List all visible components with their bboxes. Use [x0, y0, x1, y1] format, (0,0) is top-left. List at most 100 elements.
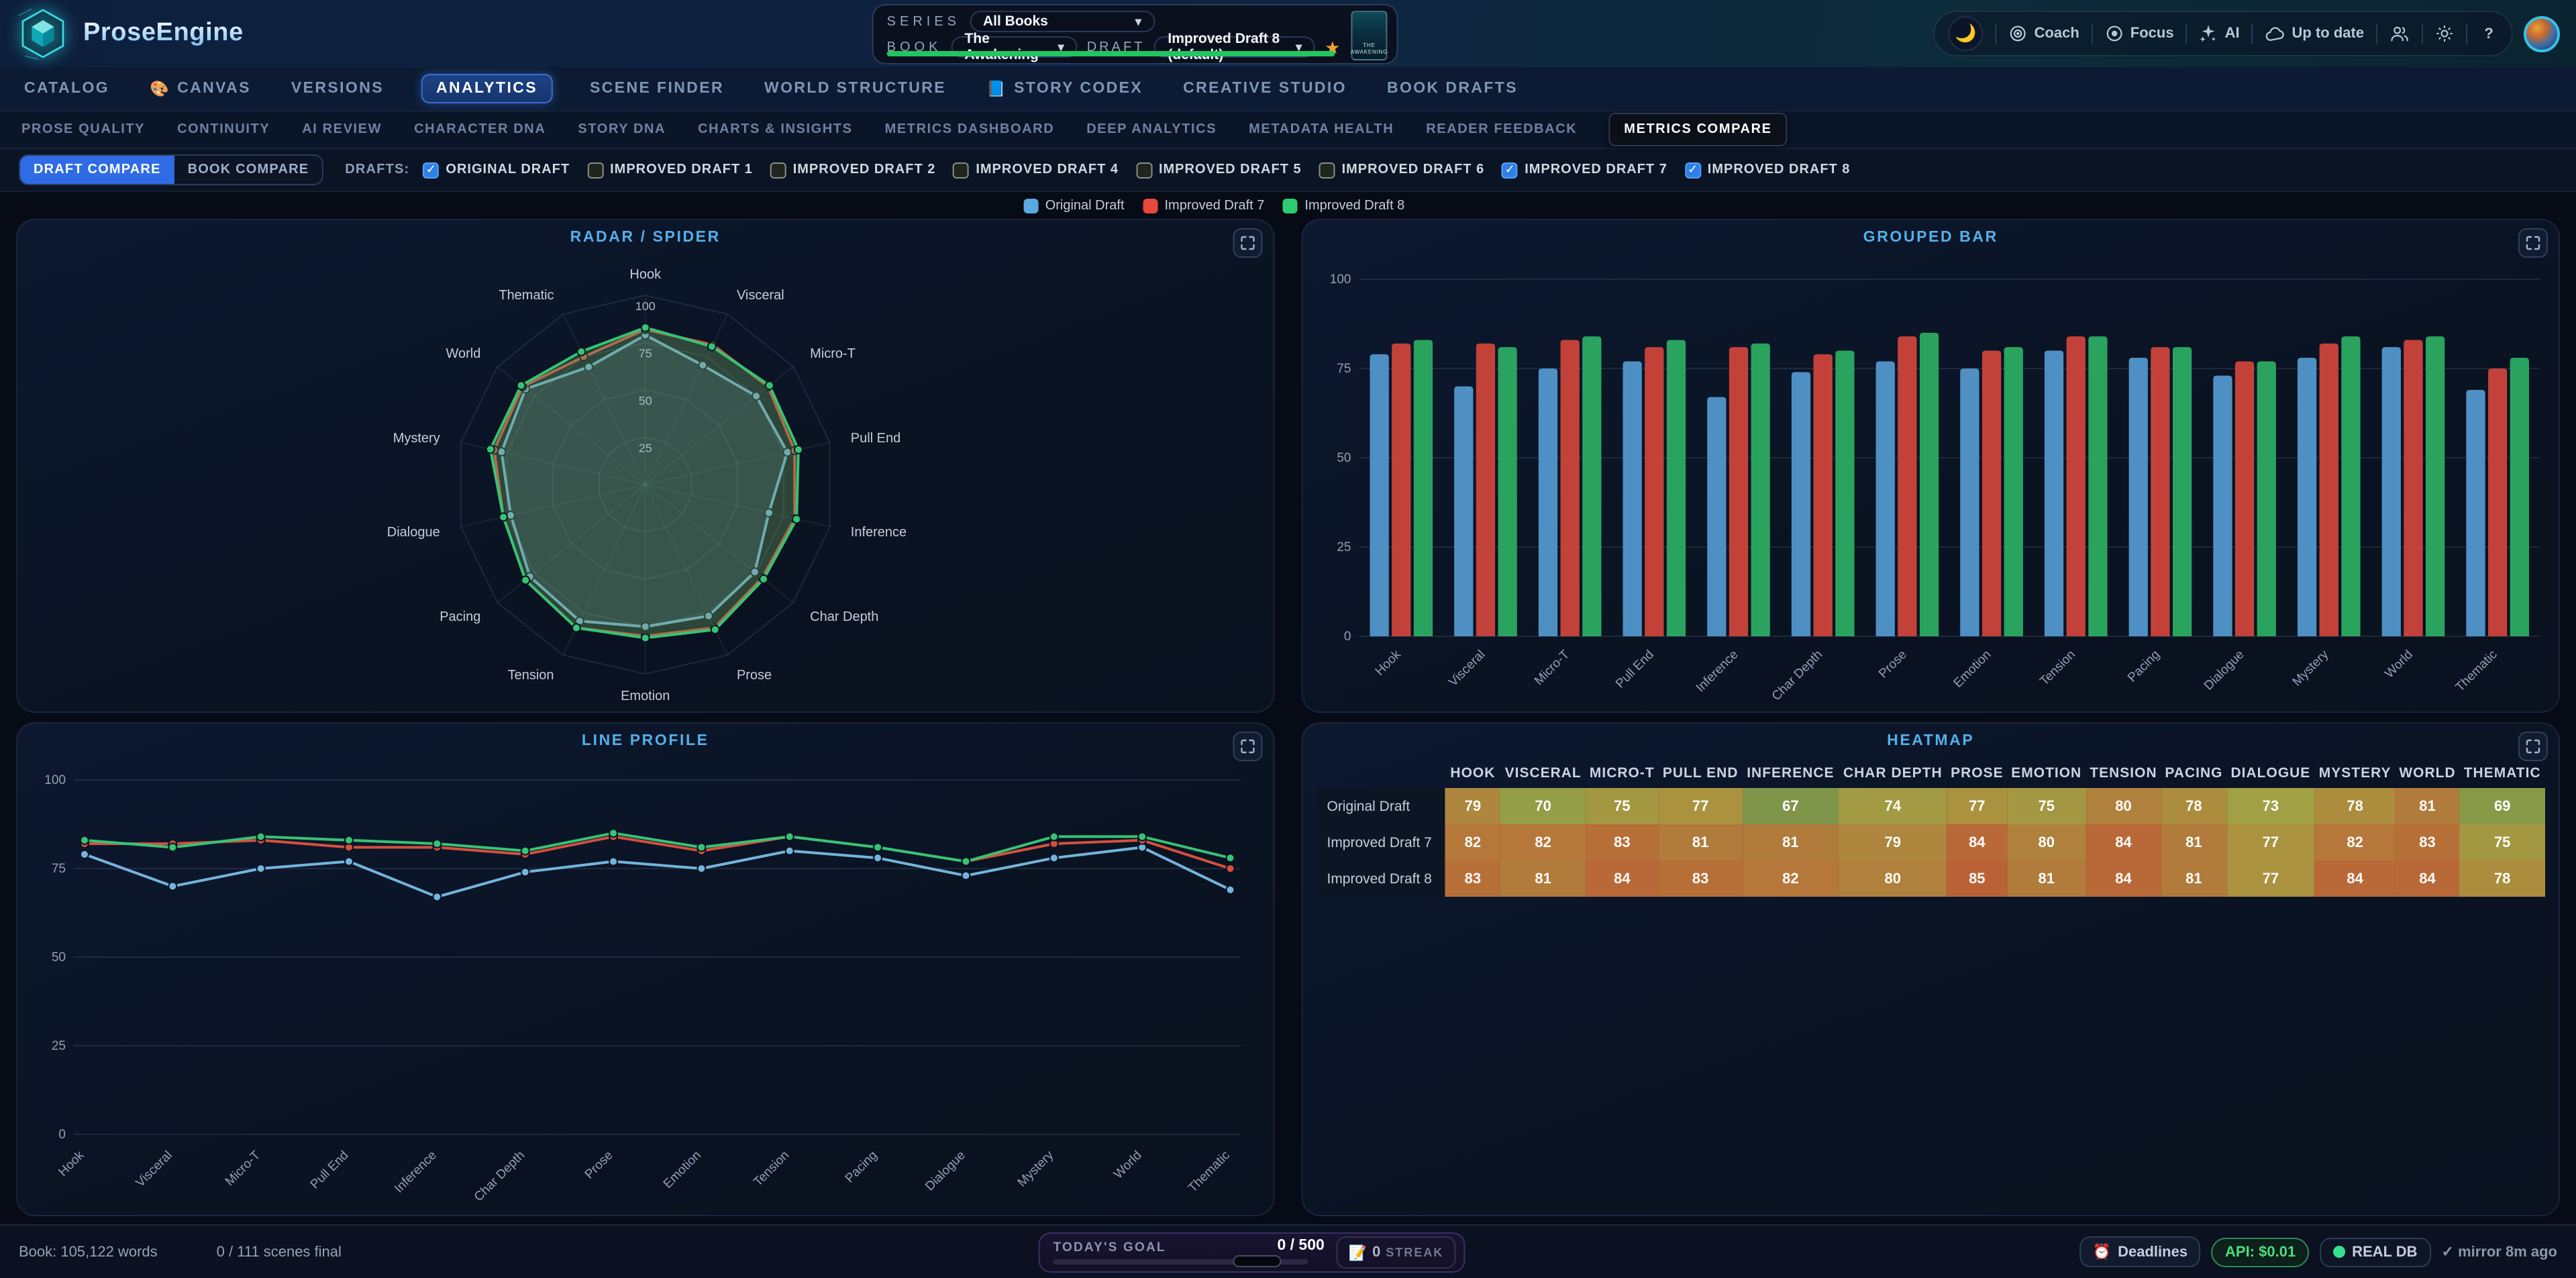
subtab-continuity[interactable]: CONTINUITY	[177, 122, 270, 137]
heatmap-cell: 84	[2314, 861, 2395, 897]
header-action-ai[interactable]: AI	[2200, 24, 2240, 43]
svg-text:Emotion: Emotion	[661, 1148, 704, 1191]
moon-icon[interactable]: 🌙	[1948, 16, 1983, 51]
subtab-ai-review[interactable]: AI REVIEW	[302, 122, 382, 137]
svg-text:Visceral: Visceral	[1446, 648, 1488, 689]
radar-chart: 100 75 50 25 Hook Visceral Micro-T Pull End Infe…	[25, 258, 1266, 706]
draft-checkbox-original-draft[interactable]: ✓ ORIGINAL DRAFT	[423, 162, 570, 178]
legend-label: Improved Draft 8	[1304, 198, 1405, 213]
svg-text:World: World	[2382, 648, 2416, 681]
heatmap-corner	[1316, 758, 1445, 788]
heatmap-cell: 81	[1742, 824, 1839, 861]
tab-canvas[interactable]: 🎨 CANVAS	[147, 74, 254, 103]
svg-text:Mystery: Mystery	[1015, 1148, 1057, 1189]
heatmap-cell: 81	[2161, 861, 2227, 897]
divider	[2376, 23, 2378, 44]
svg-text:25: 25	[639, 441, 652, 454]
context-selector: SERIES All Books ▾ BOOK The Awakening ▾ …	[872, 4, 1398, 64]
panel-title: LINE PROFILE	[581, 733, 709, 749]
deadlines-label: Deadlines	[2118, 1244, 2188, 1260]
series-label: SERIES	[886, 14, 961, 29]
expand-icon[interactable]	[1233, 228, 1263, 258]
header-action-gear[interactable]	[2435, 24, 2454, 43]
series-value: All Books	[982, 13, 1048, 30]
tab-creative-studio[interactable]: CREATIVE STUDIO	[1180, 75, 1349, 102]
draft-checkbox-improved-draft-5[interactable]: IMPROVED DRAFT 5	[1135, 162, 1302, 178]
checkbox-label: IMPROVED DRAFT 7	[1525, 162, 1667, 177]
subtab-deep-analytics[interactable]: DEEP ANALYTICS	[1086, 122, 1217, 137]
goal-input[interactable]	[1233, 1255, 1282, 1267]
status-bar: Book: 105,122 words 0 / 111 scenes final…	[0, 1224, 2576, 1278]
legend-item-improved-draft-8[interactable]: Improved Draft 8	[1283, 198, 1404, 213]
subtab-character-dna[interactable]: CHARACTER DNA	[414, 122, 546, 137]
heatmap-col-header: VISCERAL	[1504, 765, 1582, 781]
tab-world-structure[interactable]: WORLD STRUCTURE	[762, 75, 949, 102]
subtab-metadata-health[interactable]: METADATA HEALTH	[1249, 122, 1394, 137]
tab-catalog[interactable]: CATALOG	[21, 75, 112, 102]
tab-story-codex[interactable]: 📘 STORY CODEX	[984, 74, 1145, 103]
status-left: Book: 105,122 words 0 / 111 scenes final	[19, 1244, 342, 1260]
tab-label: CANVAS	[177, 81, 251, 97]
draft-checkbox-improved-draft-4[interactable]: IMPROVED DRAFT 4	[953, 162, 1119, 178]
heatmap-cell: 75	[1586, 788, 1659, 824]
app-title: ProseEngine	[83, 19, 244, 47]
svg-text:Visceral: Visceral	[737, 288, 784, 303]
subtab-story-dna[interactable]: STORY DNA	[578, 122, 666, 137]
heatmap-cell: 83	[1658, 861, 1743, 897]
book-cover-thumbnail[interactable]: THE AWAKENING	[1351, 11, 1388, 60]
header-action-label: Up to date	[2291, 26, 2365, 42]
heatmap-cell: 82	[1742, 861, 1839, 897]
svg-text:Inference: Inference	[1694, 648, 1741, 695]
subtab-reader-feedback[interactable]: READER FEEDBACK	[1426, 122, 1578, 137]
divider	[2466, 23, 2468, 44]
draft-compare-button[interactable]: DRAFT COMPARE	[19, 156, 174, 184]
tab-label: SCENE FINDER	[590, 81, 725, 97]
heatmap-cell: 81	[1500, 861, 1586, 897]
sparkles-icon	[2200, 24, 2218, 43]
header-action-help[interactable]: ?	[2479, 24, 2498, 43]
expand-icon[interactable]	[1233, 732, 1263, 761]
svg-text:75: 75	[1337, 362, 1351, 376]
subtab-metrics-dashboard[interactable]: METRICS DASHBOARD	[884, 122, 1055, 137]
subtab-prose-quality[interactable]: PROSE QUALITY	[21, 122, 146, 137]
heatmap-cell: 75	[2007, 788, 2086, 824]
header-action-users[interactable]	[2389, 24, 2410, 43]
draft-checkbox-improved-draft-6[interactable]: IMPROVED DRAFT 6	[1319, 162, 1485, 178]
subtab-charts-insights[interactable]: CHARTS & INSIGHTS	[698, 122, 853, 137]
svg-text:Micro-T: Micro-T	[223, 1148, 264, 1189]
tab-book-drafts[interactable]: BOOK DRAFTS	[1384, 75, 1521, 102]
svg-text:100: 100	[1330, 273, 1351, 287]
svg-text:Pacing: Pacing	[2125, 648, 2163, 685]
deadlines-button[interactable]: ⏰ Deadlines	[2079, 1236, 2202, 1267]
series-select[interactable]: All Books ▾	[969, 11, 1155, 32]
tab-versions[interactable]: VERSIONS	[289, 75, 387, 102]
subtab-metrics-compare[interactable]: METRICS COMPARE	[1609, 113, 1787, 146]
header-action-coach[interactable]: Coach	[2009, 24, 2079, 43]
real-db-badge[interactable]: REAL DB	[2320, 1237, 2431, 1267]
svg-text:Hook: Hook	[629, 267, 662, 282]
svg-text:Micro-T: Micro-T	[1532, 647, 1573, 688]
brand: ProseEngine	[0, 7, 244, 60]
draft-checkbox-improved-draft-7[interactable]: ✓ IMPROVED DRAFT 7	[1502, 162, 1667, 178]
draft-checkbox-improved-draft-2[interactable]: IMPROVED DRAFT 2	[770, 162, 936, 178]
draft-checkbox-improved-draft-1[interactable]: IMPROVED DRAFT 1	[587, 162, 753, 178]
legend-item-improved-draft-7[interactable]: Improved Draft 7	[1143, 198, 1264, 213]
heatmap-cell: 84	[1947, 824, 2008, 861]
heatmap-row-label: Original Draft	[1316, 788, 1445, 824]
header-action-up-to-date[interactable]: Up to date	[2265, 25, 2365, 42]
book-compare-button[interactable]: BOOK COMPARE	[174, 156, 323, 184]
expand-icon[interactable]	[2518, 732, 2548, 761]
tab-analytics[interactable]: ANALYTICS	[421, 74, 553, 103]
header-action-focus[interactable]: Focus	[2105, 24, 2174, 43]
tab-scene-finder[interactable]: SCENE FINDER	[587, 75, 727, 102]
heatmap-table: HOOK VISCERAL MICRO-T PULL END INFERENCE CHAR…	[1316, 758, 2546, 897]
api-cost-badge[interactable]: API: $0.01	[2212, 1237, 2310, 1267]
avatar[interactable]	[2524, 15, 2561, 52]
draft-checkbox-improved-draft-8[interactable]: ✓ IMPROVED DRAFT 8	[1684, 162, 1851, 178]
expand-icon[interactable]	[2518, 228, 2548, 258]
db-label: REAL DB	[2352, 1244, 2418, 1260]
legend-label: Improved Draft 7	[1164, 198, 1265, 213]
heatmap-col-header: EMOTION	[2011, 765, 2082, 781]
legend-item-original-draft[interactable]: Original Draft	[1023, 198, 1125, 213]
heatmap-col-header: HOOK	[1450, 765, 1496, 781]
